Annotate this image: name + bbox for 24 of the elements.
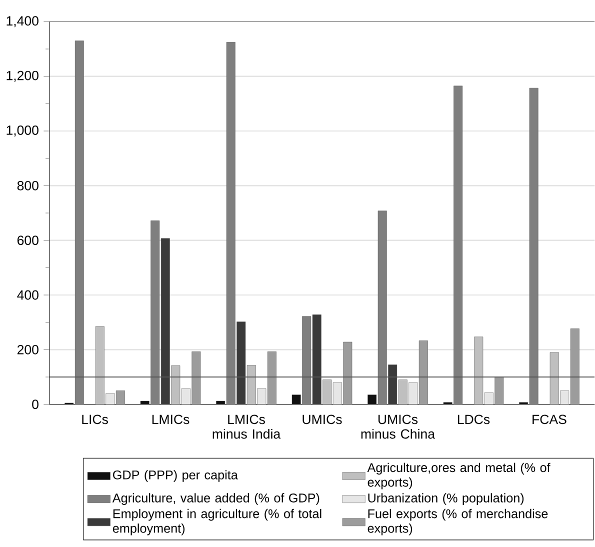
y-tick-label: 400 xyxy=(17,290,38,300)
x-tick-label: FCAS xyxy=(532,414,566,424)
x-tick-label: LMICs minus India xyxy=(212,414,281,439)
x-tick-label: LDCs xyxy=(458,414,490,424)
legend-label: Agriculture,ores and metal (% of exports) xyxy=(367,462,550,490)
legend-label: Urbanization (% population) xyxy=(368,493,524,505)
x-tick-label: LMICs xyxy=(152,414,190,424)
y-tick-label: 0 xyxy=(32,400,38,410)
x-tick-label: LICs xyxy=(82,414,108,424)
y-tick-label: 800 xyxy=(17,180,38,190)
x-tick-label: UMICs minus China xyxy=(361,414,436,439)
bar xyxy=(418,340,428,404)
y-tick-label: 1,200 xyxy=(6,70,38,82)
legend-label: GDP (PPP) per capita xyxy=(113,470,238,482)
legend-label: Fuel exports (% of merchandise exports) xyxy=(368,508,548,536)
y-tick-label: 1,400 xyxy=(6,16,38,28)
y-tick-label: 200 xyxy=(17,344,38,354)
legend-label: Agriculture, value added (% of GDP) xyxy=(112,493,320,505)
bar xyxy=(570,328,580,404)
y-tick-label: 1,000 xyxy=(6,126,38,136)
bar xyxy=(343,342,352,404)
x-tick-label: UMICs xyxy=(302,414,342,424)
legend-label: Employment in agriculture (% of total employment) xyxy=(112,508,322,536)
y-tick-label: 600 xyxy=(17,236,38,246)
